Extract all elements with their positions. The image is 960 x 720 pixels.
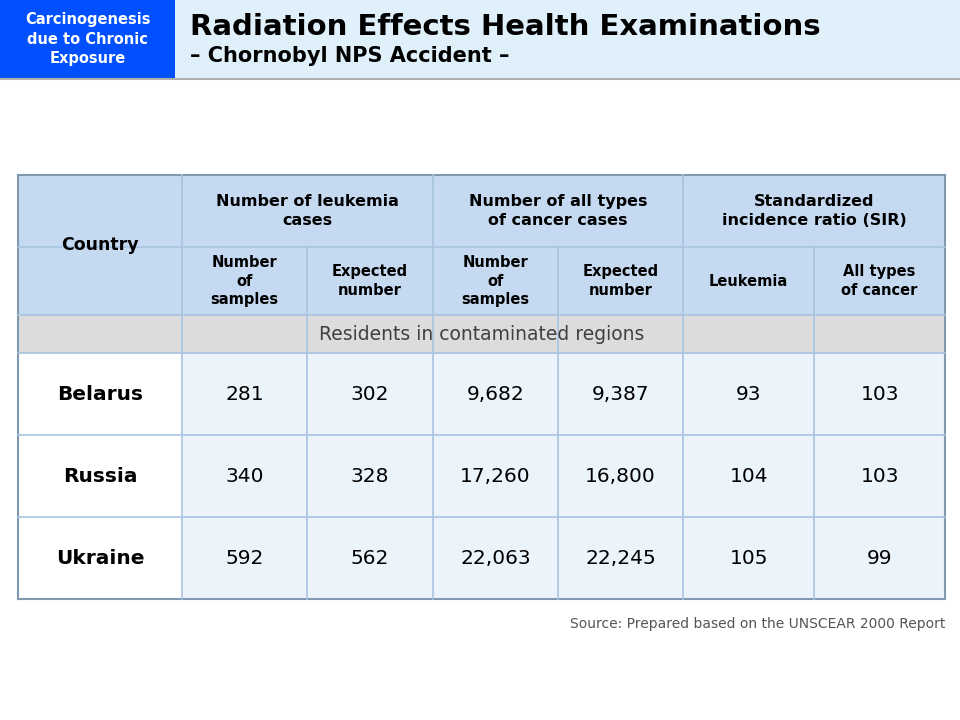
Text: 103: 103 (860, 384, 899, 403)
Bar (18, 353, 945, 435)
Text: 93: 93 (736, 384, 761, 403)
Text: 22,245: 22,245 (586, 549, 656, 567)
Text: Number of all types
of cancer cases: Number of all types of cancer cases (468, 194, 647, 228)
Text: 105: 105 (730, 549, 768, 567)
Text: Carcinogenesis
due to Chronic
Exposure: Carcinogenesis due to Chronic Exposure (25, 12, 151, 66)
Bar (18, 435, 945, 517)
Text: Country: Country (61, 236, 139, 254)
Text: Leukemia: Leukemia (709, 274, 788, 289)
Text: 103: 103 (860, 467, 899, 485)
Text: 17,260: 17,260 (460, 467, 531, 485)
Text: Residents in contaminated regions: Residents in contaminated regions (319, 325, 644, 343)
Text: 9,387: 9,387 (592, 384, 650, 403)
Text: Radiation Effects Health Examinations: Radiation Effects Health Examinations (190, 12, 821, 40)
Bar (0, 0, 175, 78)
Bar (182, 517, 945, 599)
Text: 302: 302 (350, 384, 390, 403)
Text: Russia: Russia (62, 467, 137, 485)
Text: Standardized
incidence ratio (SIR): Standardized incidence ratio (SIR) (722, 194, 906, 228)
Text: 281: 281 (226, 384, 264, 403)
Text: 340: 340 (226, 467, 264, 485)
Bar (182, 435, 945, 517)
Text: Number
of
samples: Number of samples (210, 255, 278, 307)
Text: Source: Prepared based on the UNSCEAR 2000 Report: Source: Prepared based on the UNSCEAR 20… (569, 617, 945, 631)
Text: 99: 99 (867, 549, 893, 567)
Bar (18, 315, 945, 353)
Text: Expected
number: Expected number (583, 264, 659, 298)
Text: All types
of cancer: All types of cancer (841, 264, 918, 298)
Text: Ukraine: Ukraine (56, 549, 144, 567)
Bar (18, 517, 945, 599)
Text: Number
of
samples: Number of samples (462, 255, 529, 307)
Bar (18, 175, 945, 315)
Text: 328: 328 (350, 467, 390, 485)
Text: Expected
number: Expected number (332, 264, 408, 298)
Text: 22,063: 22,063 (460, 549, 531, 567)
Bar (0, 0, 960, 78)
Text: 562: 562 (350, 549, 389, 567)
Text: 104: 104 (730, 467, 768, 485)
Text: 16,800: 16,800 (586, 467, 656, 485)
Text: 9,682: 9,682 (467, 384, 524, 403)
Text: Belarus: Belarus (57, 384, 143, 403)
Text: Number of leukemia
cases: Number of leukemia cases (216, 194, 398, 228)
Text: – Chornobyl NPS Accident –: – Chornobyl NPS Accident – (190, 46, 510, 66)
Bar (182, 353, 945, 435)
Text: 592: 592 (226, 549, 264, 567)
